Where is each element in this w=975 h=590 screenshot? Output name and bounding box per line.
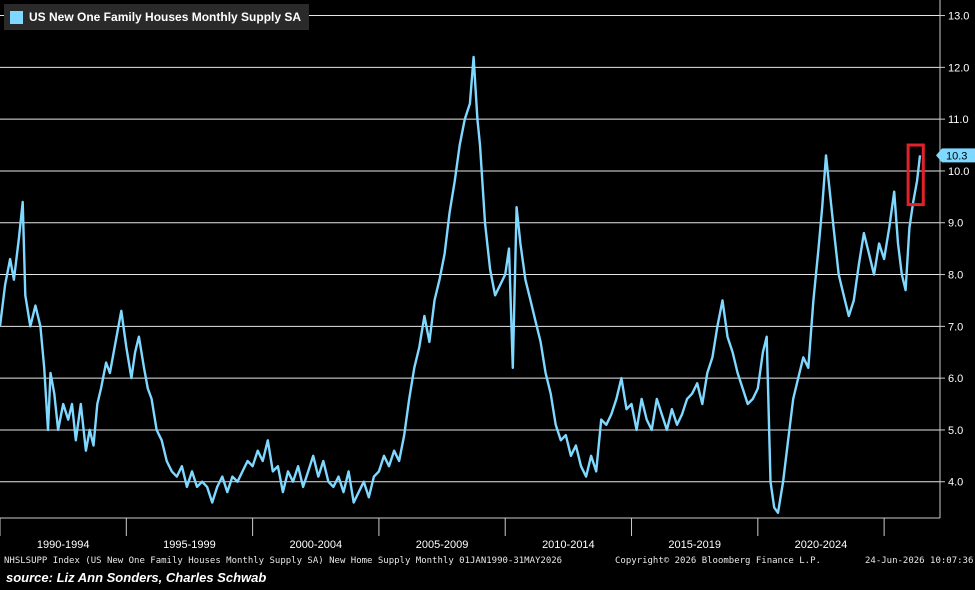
y-tick-label: 11.0 [948,114,969,126]
y-tick-label: 9.0 [948,218,963,230]
source-note: source: Liz Ann Sonders, Charles Schwab [6,570,267,585]
y-tick-label: 4.0 [948,477,963,489]
y-tick-label: 7.0 [948,321,963,333]
y-tick-label: 8.0 [948,270,963,282]
x-tick-label: 1990-1994 [37,539,90,551]
series-line [0,55,922,514]
x-tick-label: 1995-1999 [163,539,216,551]
x-tick-label: 2005-2009 [416,539,469,551]
footer-index-description: NHSLSUPP Index (US New One Family Houses… [4,556,563,566]
legend-label: US New One Family Houses Monthly Supply … [29,10,302,24]
legend-swatch [10,10,23,24]
gridlines [0,15,940,483]
series-layer [0,55,922,514]
footer-timestamp: 24-Jun-2026 10:07:36 [865,556,974,566]
x-tick-label: 2015-2019 [668,539,721,551]
y-tick-label: 12.0 [948,62,969,74]
last-value-pointer [936,148,942,163]
last-value-label: 10.3 [946,150,967,162]
legend: US New One Family Houses Monthly Supply … [4,4,310,30]
footer-bar: NHSLSUPP Index (US New One Family Houses… [0,556,975,568]
highlight-box [906,143,925,207]
y-tick-label: 13.0 [948,11,969,23]
x-tick-label: 2000-2004 [289,539,342,551]
y-tick-label: 5.0 [948,425,963,437]
x-tick-label: 2020-2024 [795,539,848,551]
y-tick-label: 6.0 [948,373,963,385]
axes: 4.0 5.0 6.0 7.0 8.0 9.0 10.0 11.0 12.0 13.0 1990-1… [0,0,975,551]
footer-copyright: Copyright© 2026 Bloomberg Finance L.P. [615,556,821,566]
highlight-layer [906,143,925,207]
last-value-tag [942,148,975,163]
y-tick-label: 10.0 [948,166,969,178]
x-tick-label: 2010-2014 [542,539,595,551]
